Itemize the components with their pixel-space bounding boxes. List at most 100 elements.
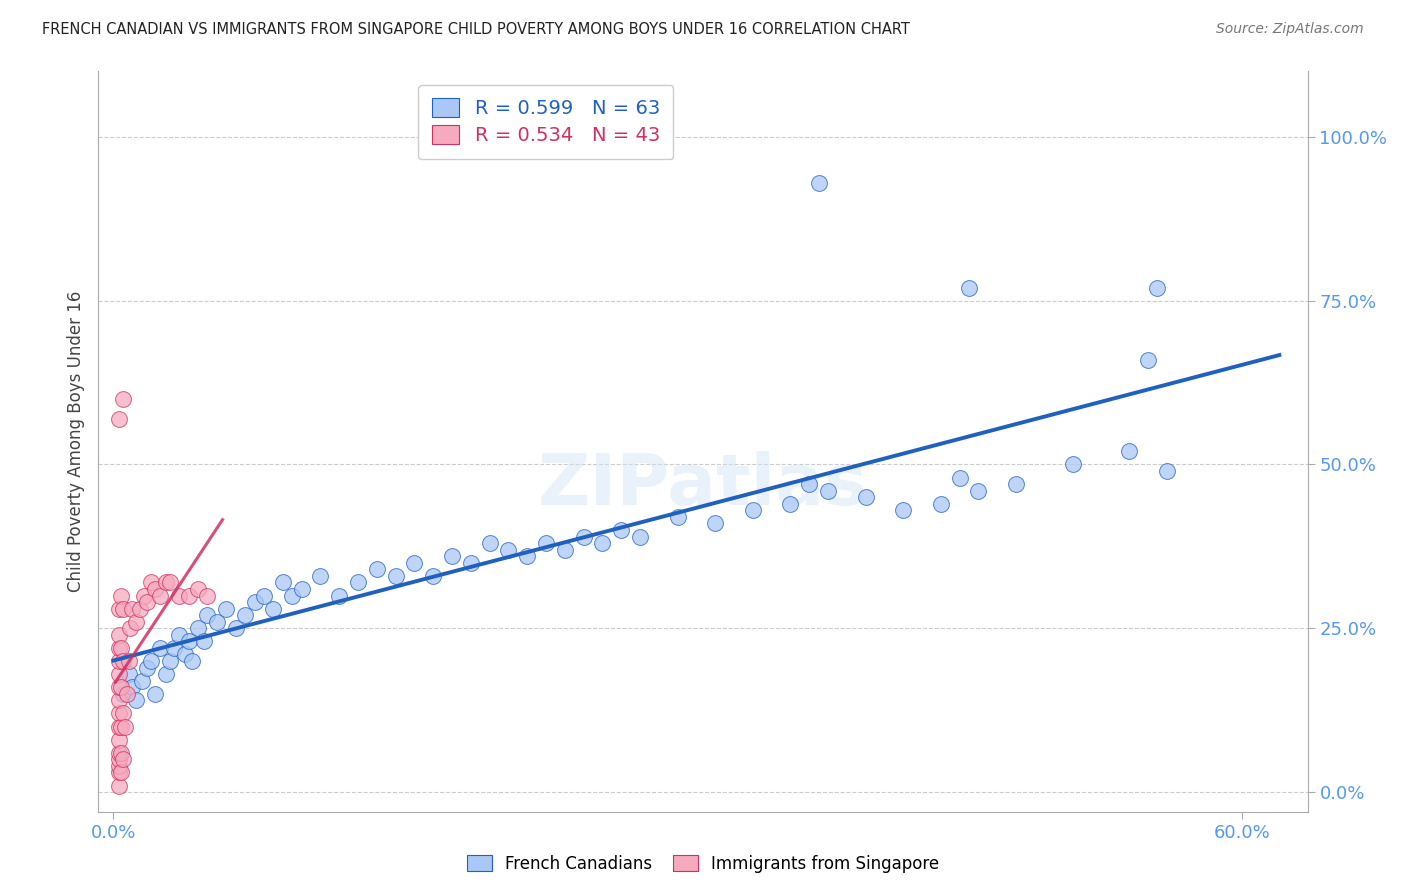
- Point: [108, 720, 131, 734]
- Point: [108, 628, 131, 642]
- Point: [891, 503, 914, 517]
- Point: [1118, 444, 1140, 458]
- Point: [779, 497, 801, 511]
- Point: [572, 530, 595, 544]
- Point: [193, 634, 215, 648]
- Point: [143, 582, 166, 596]
- Point: [949, 470, 972, 484]
- Point: [110, 680, 132, 694]
- Point: [281, 589, 304, 603]
- Point: [143, 687, 166, 701]
- Point: [121, 680, 143, 694]
- Point: [243, 595, 266, 609]
- Point: [111, 687, 134, 701]
- Point: [110, 640, 132, 655]
- Point: [132, 589, 155, 603]
- Point: [159, 575, 181, 590]
- Point: [108, 706, 131, 721]
- Point: [169, 628, 191, 642]
- Point: [610, 523, 633, 537]
- Point: [422, 569, 444, 583]
- Point: [404, 556, 426, 570]
- Point: [115, 687, 138, 701]
- Point: [225, 621, 247, 635]
- Point: [1156, 464, 1178, 478]
- Point: [478, 536, 501, 550]
- Point: [108, 680, 131, 694]
- Point: [108, 765, 131, 780]
- Point: [155, 575, 177, 590]
- Point: [197, 589, 219, 603]
- Point: [125, 615, 148, 629]
- Point: [136, 660, 159, 674]
- Point: [111, 654, 134, 668]
- Point: [347, 575, 370, 590]
- Point: [111, 752, 134, 766]
- Point: [108, 746, 131, 760]
- Point: [181, 654, 204, 668]
- Point: [110, 589, 132, 603]
- Point: [108, 732, 131, 747]
- Point: [187, 582, 209, 596]
- Point: [741, 503, 763, 517]
- Y-axis label: Child Poverty Among Boys Under 16: Child Poverty Among Boys Under 16: [66, 291, 84, 592]
- Point: [174, 648, 197, 662]
- Point: [215, 601, 238, 615]
- Point: [271, 575, 294, 590]
- Point: [384, 569, 406, 583]
- Point: [1146, 280, 1168, 294]
- Point: [967, 483, 990, 498]
- Point: [1005, 477, 1028, 491]
- Point: [253, 589, 276, 603]
- Point: [108, 601, 131, 615]
- Point: [136, 595, 159, 609]
- Point: [110, 765, 132, 780]
- Point: [290, 582, 312, 596]
- Point: [149, 640, 172, 655]
- Point: [111, 601, 134, 615]
- Point: [440, 549, 463, 564]
- Point: [205, 615, 228, 629]
- Point: [108, 667, 131, 681]
- Point: [125, 693, 148, 707]
- Point: [110, 746, 132, 760]
- Point: [139, 654, 162, 668]
- Point: [554, 542, 576, 557]
- Point: [108, 779, 131, 793]
- Point: [534, 536, 557, 550]
- Point: [108, 693, 131, 707]
- Point: [155, 667, 177, 681]
- Point: [309, 569, 332, 583]
- Point: [591, 536, 613, 550]
- Point: [114, 720, 136, 734]
- Point: [799, 477, 821, 491]
- Point: [120, 621, 142, 635]
- Point: [1136, 352, 1159, 367]
- Point: [328, 589, 350, 603]
- Point: [117, 667, 139, 681]
- Text: ZIPatlas: ZIPatlas: [538, 451, 868, 520]
- Point: [149, 589, 172, 603]
- Point: [131, 673, 153, 688]
- Point: [162, 640, 184, 655]
- Point: [108, 411, 131, 425]
- Point: [159, 654, 181, 668]
- Point: [117, 654, 139, 668]
- Point: [460, 556, 482, 570]
- Text: FRENCH CANADIAN VS IMMIGRANTS FROM SINGAPORE CHILD POVERTY AMONG BOYS UNDER 16 C: FRENCH CANADIAN VS IMMIGRANTS FROM SINGA…: [42, 22, 910, 37]
- Point: [187, 621, 209, 635]
- Point: [704, 516, 727, 531]
- Text: Source: ZipAtlas.com: Source: ZipAtlas.com: [1216, 22, 1364, 37]
- Legend: R = 0.599   N = 63, R = 0.534   N = 43: R = 0.599 N = 63, R = 0.534 N = 43: [418, 85, 673, 159]
- Point: [262, 601, 284, 615]
- Point: [807, 176, 830, 190]
- Point: [855, 490, 877, 504]
- Point: [516, 549, 538, 564]
- Point: [169, 589, 191, 603]
- Point: [110, 720, 132, 734]
- Point: [366, 562, 388, 576]
- Point: [666, 509, 689, 524]
- Point: [121, 601, 143, 615]
- Point: [108, 654, 131, 668]
- Point: [108, 752, 131, 766]
